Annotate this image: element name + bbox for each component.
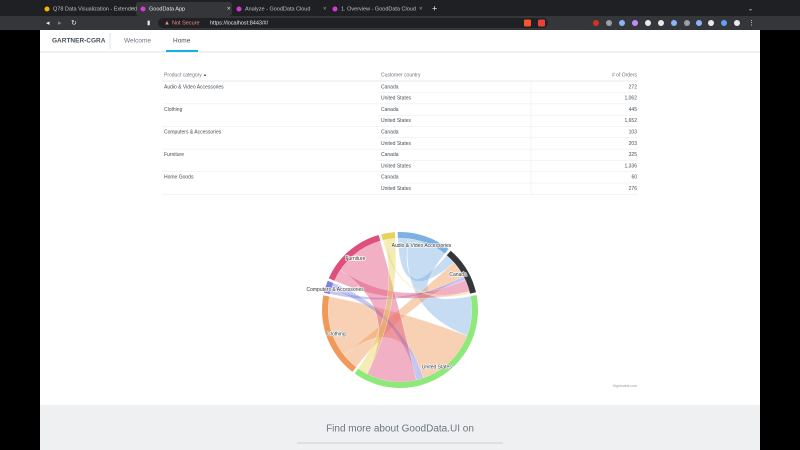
tab-close[interactable]: × <box>323 7 327 13</box>
extension-icon[interactable] <box>619 20 625 26</box>
favicon <box>44 6 50 12</box>
extension-icon[interactable] <box>632 20 638 26</box>
extension-icon[interactable] <box>593 20 599 26</box>
orders-cell: 325 <box>629 152 638 158</box>
security-status[interactable]: Not Secure <box>172 20 200 26</box>
link-ribbon <box>357 237 396 375</box>
extensions: ⋮ <box>593 20 755 27</box>
category-cell: Audio & Video Accessories <box>164 84 224 90</box>
node-label: United States <box>422 364 453 370</box>
active-nav-indicator <box>166 50 198 52</box>
country-cell: Canada <box>381 152 399 158</box>
tab-title[interactable]: GoodData App <box>149 6 185 12</box>
page-body <box>40 30 760 450</box>
tab-title[interactable]: 1. Overview - GoodData Cloud <box>341 6 416 12</box>
extension-icon[interactable] <box>606 20 612 26</box>
node-arc <box>323 280 334 295</box>
node-label: Audio & Video Accessories <box>392 243 452 249</box>
node-arc <box>446 250 476 294</box>
column-header: # of Orders <box>612 72 638 78</box>
category-cell: Furniture <box>164 152 184 158</box>
orders-cell: 276 <box>629 186 638 192</box>
country-cell: United States <box>381 141 412 147</box>
omnibox[interactable] <box>158 18 548 28</box>
country-cell: United States <box>381 118 412 124</box>
node-label: Clothing <box>327 332 346 338</box>
extension-icon[interactable] <box>708 20 714 26</box>
category-cell: Clothing <box>164 107 183 113</box>
orders-cell: 272 <box>629 84 638 90</box>
tab-title[interactable]: Q78 Data Visualization - Extended <box>53 6 137 12</box>
tab-title[interactable]: Analyze - GoodData Cloud <box>245 6 310 12</box>
extension-icon[interactable] <box>721 20 727 26</box>
column-header: Product category <box>164 72 202 78</box>
tab-close[interactable]: × <box>131 7 135 13</box>
extension-icon[interactable] <box>645 20 651 26</box>
shield-icon[interactable] <box>538 19 545 27</box>
warning-icon: ▲ <box>164 21 170 27</box>
orders-cell: 1,336 <box>624 163 637 169</box>
pivot-table: Product category ▲ Customer country # of Or… <box>162 72 638 195</box>
country-cell: Canada <box>381 175 399 181</box>
node-label: Furniture <box>345 256 365 262</box>
back-button[interactable]: ◂ <box>46 20 50 27</box>
footer-text: Find more about GoodData.UI on <box>326 424 474 435</box>
extension-icon[interactable] <box>658 20 664 26</box>
reload-button[interactable]: ↻ <box>71 20 77 27</box>
orders-cell: 203 <box>629 141 638 147</box>
node-arc <box>328 234 381 281</box>
country-cell: Canada <box>381 107 399 113</box>
browser-menu[interactable]: ⋮ <box>748 20 755 27</box>
dependency-wheel: Audio & Video Accessories Canada United St… <box>306 232 479 389</box>
favicon <box>236 6 242 12</box>
column-header: Customer country <box>381 72 421 78</box>
orders-cell: 1,652 <box>624 118 637 124</box>
country-cell: United States <box>381 96 412 102</box>
country-cell: United States <box>381 186 412 192</box>
category-cell: Home Goods <box>164 175 194 181</box>
extension-icon[interactable] <box>734 20 740 26</box>
brand[interactable]: GARTNER-CGRA <box>52 38 106 45</box>
orders-cell: 445 <box>629 107 638 113</box>
node-arc <box>381 232 396 241</box>
node-label: Computers & Accessories <box>306 287 364 293</box>
node-arc <box>354 294 479 389</box>
favicon <box>140 6 146 12</box>
url[interactable]: https://localhost:8443/#/ <box>210 20 269 26</box>
node-arc <box>397 232 449 254</box>
extension-icon[interactable] <box>671 20 677 26</box>
tab-close[interactable]: × <box>419 7 423 13</box>
extension-icon[interactable] <box>696 20 702 26</box>
forward-button[interactable]: ▸ <box>58 20 62 27</box>
orders-cell: 60 <box>631 175 637 181</box>
chart-credit[interactable]: Highcharts.com <box>613 384 637 388</box>
category-cell: Computers & Accessories <box>164 130 222 136</box>
tab-menu[interactable]: ⌄ <box>748 7 753 13</box>
extension-icon[interactable] <box>684 20 690 26</box>
country-cell: Canada <box>381 130 399 136</box>
sort-icon: ▲ <box>203 72 207 77</box>
brave-icon[interactable] <box>524 19 531 27</box>
bookmark-button[interactable]: ▮ <box>147 21 150 27</box>
orders-cell: 1,062 <box>624 96 637 102</box>
node-arc <box>322 295 357 372</box>
country-cell: United States <box>381 163 412 169</box>
country-cell: Canada <box>381 84 399 90</box>
node-label: Canada <box>449 272 467 278</box>
orders-cell: 103 <box>629 130 638 136</box>
tab-close[interactable]: × <box>227 7 231 13</box>
nav-item[interactable]: Welcome <box>124 38 151 45</box>
new-tab[interactable]: + <box>432 3 437 13</box>
active-tab[interactable] <box>136 2 232 16</box>
favicon <box>332 6 338 12</box>
nav-item[interactable]: Home <box>173 38 191 45</box>
